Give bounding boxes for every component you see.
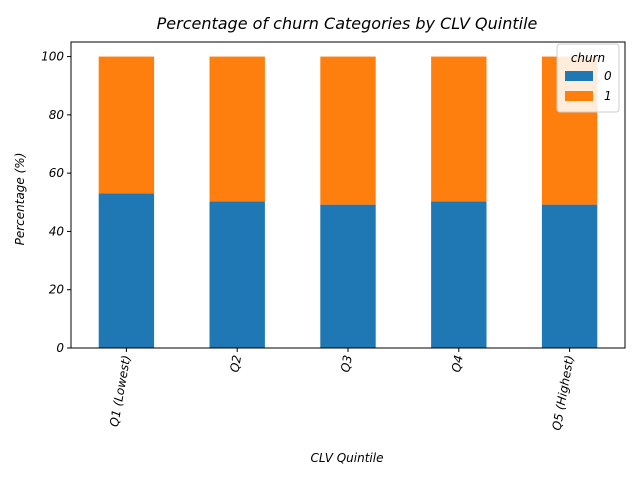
x-tick-label: Q5 (Highest) [550,354,577,431]
bar-segment-churn-0-5 [541,204,598,348]
bar-segment-churn-1-4 [431,56,487,202]
x-tick-label: Q4 [449,354,466,373]
x-axis-label: CLV Quintile [311,451,384,465]
y-axis: 0 20 40 60 80 100 [41,50,71,355]
x-axis: Q1 (Lowest) Q2 Q3 Q4 Q5 (Highest) [107,348,577,432]
bar-segment-churn-0-4 [431,201,487,348]
x-tick-label: Q3 [338,354,355,373]
legend-label-churn-1: 1 [604,89,612,103]
y-tick-label: 100 [41,50,64,64]
x-tick-label: Q1 (Lowest) [107,354,133,428]
y-tick-label: 60 [49,166,65,180]
x-tick-label: Q2 [227,354,244,373]
plot-area [70,41,626,349]
legend-swatch-churn-0 [565,71,593,81]
legend-swatch-churn-1 [565,91,593,101]
bar-segment-churn-0-1 [98,193,155,348]
chart-title: Percentage of churn Categories by CLV Qu… [157,14,538,33]
legend-title: churn [571,51,605,65]
bar-segment-churn-1-1 [98,56,155,194]
bar-segment-churn-1-2 [209,56,265,202]
y-tick-label: 80 [49,108,65,122]
bar-segment-churn-1-3 [320,56,376,205]
y-tick-label: 40 [49,224,65,238]
y-tick-label: 20 [49,283,65,297]
bar-segment-churn-0-2 [209,201,265,348]
y-axis-label: Percentage (%) [13,153,27,246]
bar-segment-churn-0-3 [320,204,376,348]
y-tick-label: 0 [56,341,64,355]
legend: churn 0 1 [556,43,620,113]
legend-label-churn-0: 0 [604,69,612,83]
